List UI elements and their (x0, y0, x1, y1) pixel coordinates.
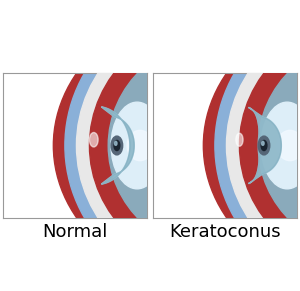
Ellipse shape (258, 36, 300, 255)
Ellipse shape (277, 130, 300, 161)
Ellipse shape (261, 141, 267, 150)
Ellipse shape (65, 0, 300, 291)
Ellipse shape (261, 102, 300, 189)
Ellipse shape (111, 102, 163, 189)
Ellipse shape (127, 130, 153, 161)
Ellipse shape (236, 133, 243, 146)
Ellipse shape (108, 36, 300, 255)
Polygon shape (101, 107, 134, 184)
Ellipse shape (239, 18, 300, 273)
Ellipse shape (89, 132, 98, 147)
Polygon shape (248, 107, 281, 184)
Ellipse shape (111, 136, 123, 155)
Ellipse shape (89, 18, 300, 273)
Ellipse shape (114, 141, 117, 146)
Ellipse shape (76, 6, 300, 285)
Ellipse shape (258, 136, 270, 155)
X-axis label: Normal: Normal (42, 223, 108, 241)
Ellipse shape (262, 141, 264, 146)
Ellipse shape (215, 0, 300, 291)
Ellipse shape (114, 141, 120, 150)
Polygon shape (248, 107, 281, 184)
Ellipse shape (53, 1, 300, 290)
X-axis label: Keratoconus: Keratoconus (169, 223, 281, 241)
Polygon shape (101, 107, 134, 184)
Ellipse shape (226, 6, 300, 285)
Ellipse shape (203, 1, 300, 290)
